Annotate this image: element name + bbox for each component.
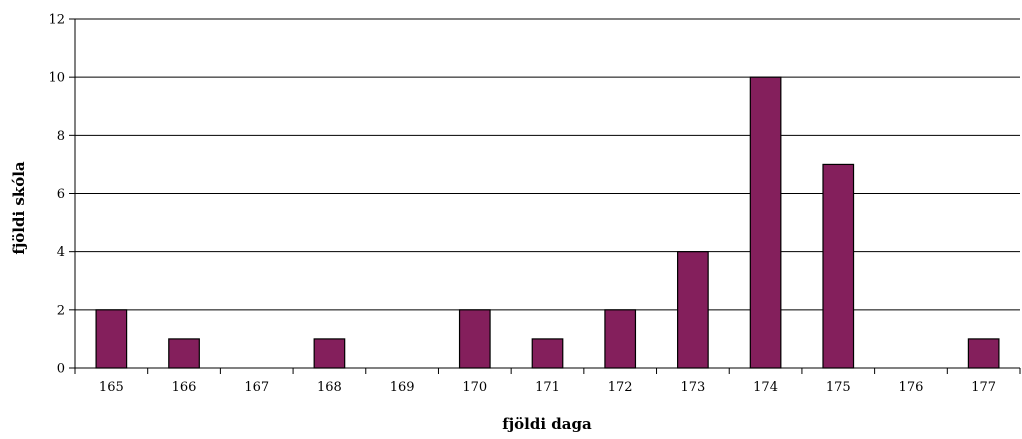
y-tick-label: 6 [57, 187, 65, 202]
bar-166 [168, 338, 200, 369]
y-tick-labels: 0 2 4 6 8 10 12 [48, 13, 65, 377]
bar-175 [822, 163, 855, 369]
axes [69, 18, 1021, 374]
x-tick-label: 174 [753, 380, 778, 395]
x-tick-label: 176 [899, 380, 924, 395]
x-tick-label: 172 [608, 380, 633, 395]
x-axis-title: fjöldi daga [502, 415, 592, 433]
x-tick-labels: 165 166 167 168 169 170 171 172 173 174 175 176 177 [99, 380, 996, 395]
x-tick-label: 167 [244, 380, 269, 395]
y-tick-label: 0 [57, 362, 65, 377]
y-axis-title: fjöldi skóla [10, 161, 28, 255]
gridlines [75, 18, 1020, 311]
bar-168 [313, 338, 346, 369]
y-tick-label: 2 [57, 303, 65, 318]
x-tick-label: 166 [172, 380, 197, 395]
bars [95, 76, 1000, 369]
x-tick-label: 177 [971, 380, 996, 395]
x-tick-label: 171 [535, 380, 560, 395]
bar-174 [749, 76, 782, 369]
bar-172 [604, 309, 637, 369]
bar-173 [677, 251, 709, 369]
x-tick-label: 170 [462, 380, 487, 395]
x-tick-label: 168 [317, 380, 342, 395]
bar-170 [458, 309, 491, 369]
x-tick-label: 169 [390, 380, 415, 395]
bar-171 [531, 338, 564, 369]
y-tick-label: 10 [48, 71, 65, 86]
y-tick-label: 4 [57, 245, 65, 260]
y-tick-label: 8 [57, 129, 65, 144]
bar-165 [95, 309, 128, 369]
bar-177 [967, 338, 1000, 369]
x-tick-label: 165 [99, 380, 124, 395]
x-tick-label: 173 [680, 380, 705, 395]
x-tick-label: 175 [826, 380, 851, 395]
y-tick-label: 12 [48, 13, 65, 28]
